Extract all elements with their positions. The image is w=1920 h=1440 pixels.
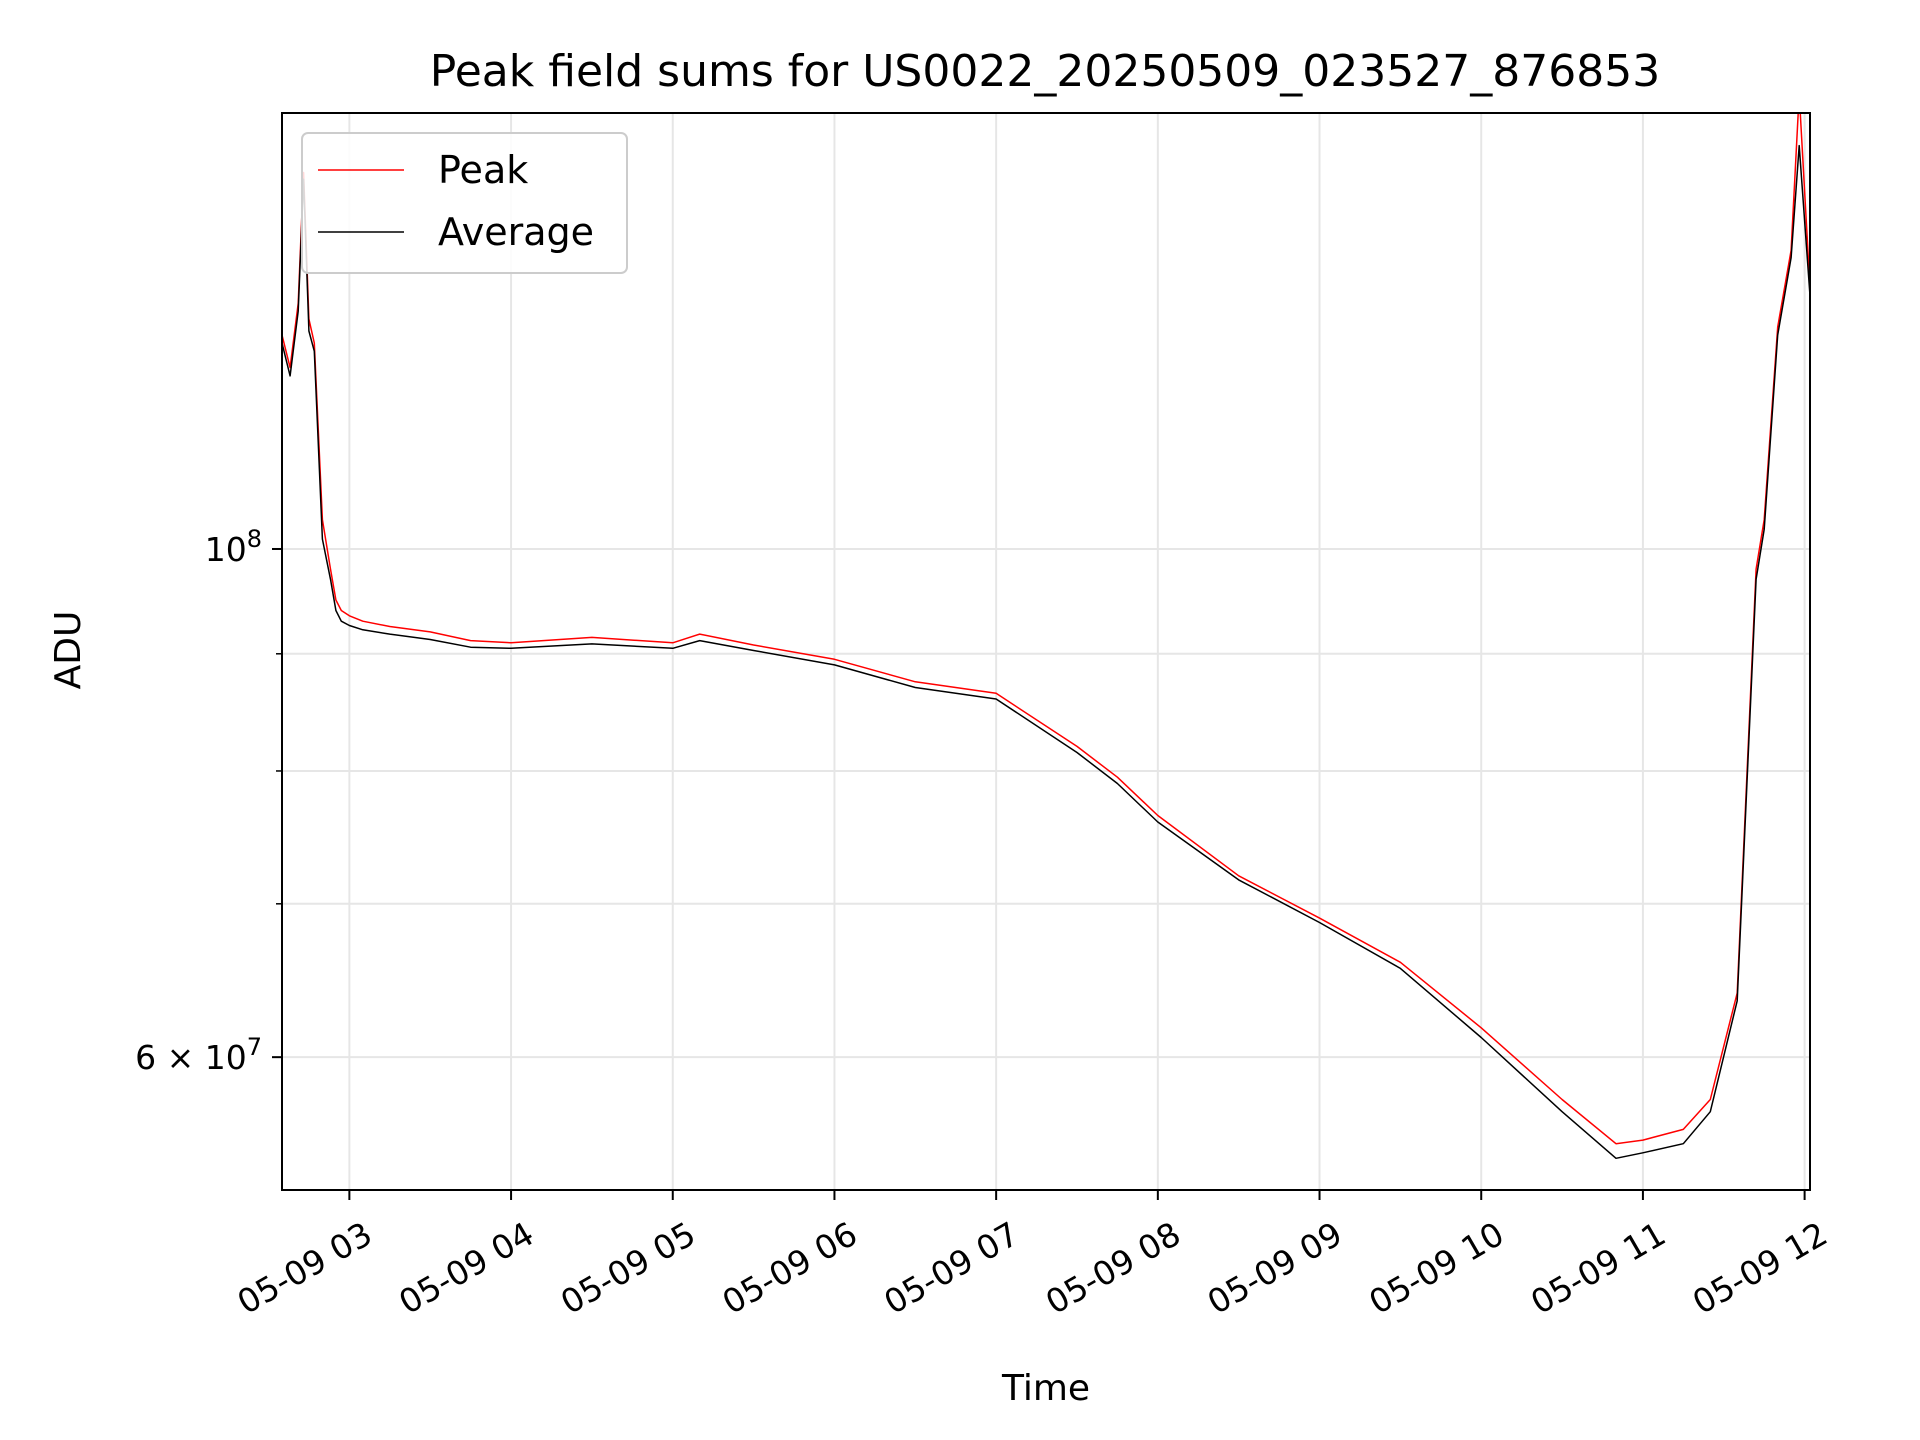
- series-line-average: [282, 144, 1810, 1160]
- y-tick-label: 6 × 107: [135, 1033, 262, 1077]
- legend: Peak Average: [301, 132, 628, 274]
- legend-average-label: Average: [438, 210, 594, 254]
- series-line-peak: [282, 113, 1810, 1145]
- series-layer: [282, 113, 1810, 1160]
- x-axis-label: Time: [1001, 1368, 1090, 1409]
- y-axis-label: ADU: [48, 611, 89, 690]
- y-tick-label: 108: [205, 525, 262, 569]
- legend-peak-label: Peak: [438, 148, 528, 192]
- legend-box: [301, 132, 628, 274]
- y-axis: 108 6 × 107: [135, 525, 282, 1077]
- plot-frame: [281, 112, 1811, 1191]
- grid: [282, 113, 1810, 1190]
- chart-title: Peak field sums for US0022_20250509_0235…: [430, 46, 1660, 97]
